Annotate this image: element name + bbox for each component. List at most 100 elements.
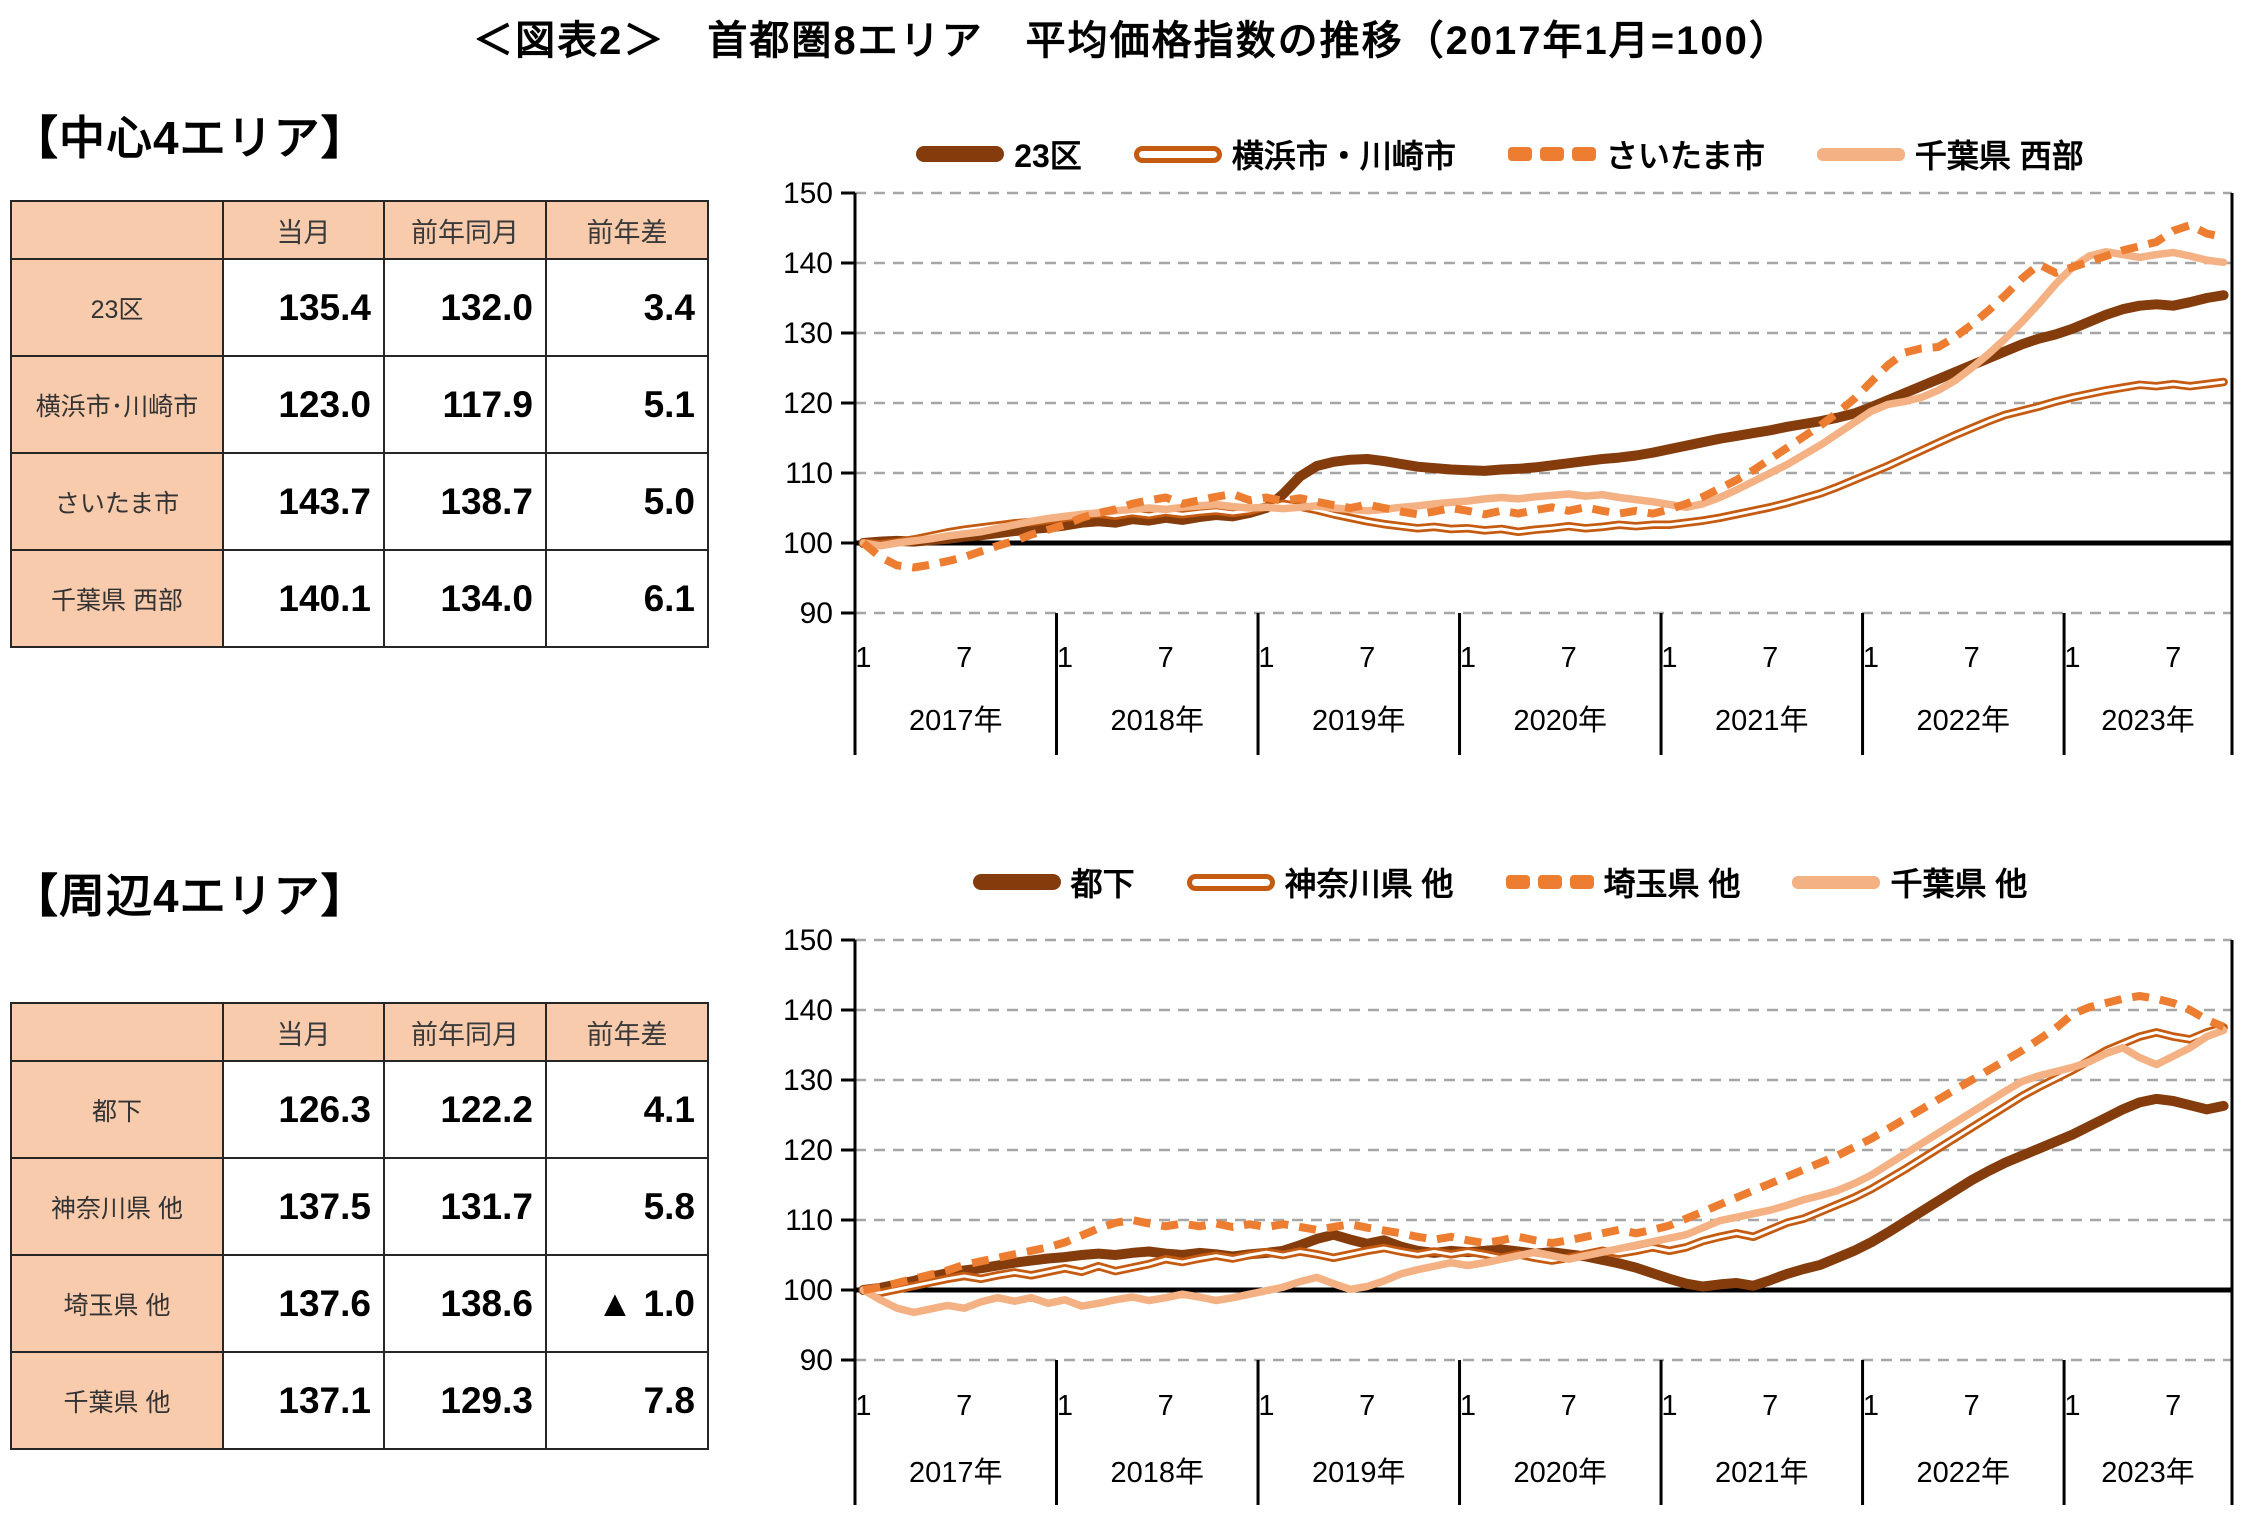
svg-text:120: 120 [783,387,833,420]
row-label: さいたま市 [10,452,224,551]
value-cell: 7.8 [545,1351,709,1450]
value-cell: 4.1 [545,1060,709,1159]
svg-text:2019年: 2019年 [1312,1456,1406,1489]
svg-text:7: 7 [1359,1390,1375,1422]
legend-item: 都下 [972,859,1135,905]
svg-text:150: 150 [783,177,833,210]
value-cell: 126.3 [222,1060,385,1159]
legend-line-chip [972,874,1061,890]
legend-line-chip [1507,147,1596,161]
table-row: 神奈川県 他 137.5 131.7 5.8 [10,1157,709,1256]
svg-text:1: 1 [1057,642,1073,674]
central-area-table: 当月 前年同月 前年差 23区 135.4 132.0 3.4 横浜市･川崎市 123.0 117… [10,200,709,648]
legend-label: 千葉県 西部 [1914,138,2084,174]
legend-label: 千葉県 他 [1890,866,2028,902]
legend-label: 横浜市・川崎市 [1231,138,1456,174]
column-header: 前年差 [545,1002,709,1062]
svg-text:1: 1 [855,1390,871,1422]
svg-text:1: 1 [1460,642,1476,674]
svg-text:110: 110 [785,1204,833,1237]
svg-text:7: 7 [2165,642,2181,674]
svg-text:2021年: 2021年 [1715,704,1809,737]
svg-text:2018年: 2018年 [1111,1456,1205,1489]
svg-text:140: 140 [783,994,833,1027]
svg-text:1: 1 [2064,1390,2080,1422]
value-cell: ▲ 1.0 [545,1254,709,1353]
value-cell: 137.5 [222,1157,385,1256]
legend-line-chip [1133,145,1222,163]
legend-item: さいたま市 [1507,131,1765,177]
value-cell: 138.6 [383,1254,547,1353]
table-corner-cell [10,1002,224,1062]
section-heading-surrounding: 【周辺4エリア】 [12,870,368,922]
table-row: 23区 135.4 132.0 3.4 [10,258,709,357]
svg-text:1: 1 [1661,642,1677,674]
value-cell: 131.7 [383,1157,547,1256]
value-cell: 135.4 [222,258,385,357]
svg-text:7: 7 [1762,1390,1778,1422]
legend-line-chip [1505,875,1594,889]
svg-text:7: 7 [2165,1390,2181,1422]
svg-text:7: 7 [1561,1390,1577,1422]
svg-text:130: 130 [783,317,833,350]
value-cell: 5.8 [545,1157,709,1256]
svg-text:2018年: 2018年 [1111,704,1205,737]
svg-text:1: 1 [1258,642,1274,674]
svg-text:2020年: 2020年 [1514,704,1608,737]
svg-text:1: 1 [1863,642,1879,674]
row-label: 千葉県 他 [10,1351,224,1450]
svg-text:130: 130 [783,1064,833,1097]
row-label: 都下 [10,1060,224,1159]
legend-line-chip [1816,147,1905,161]
svg-text:2021年: 2021年 [1715,1456,1809,1489]
legend-label: 神奈川県 他 [1284,866,1454,902]
svg-text:100: 100 [783,527,833,560]
legend-item: 千葉県 西部 [1816,131,2084,177]
table-corner-cell [10,200,224,260]
svg-text:100: 100 [783,1274,833,1307]
value-cell: 143.7 [222,452,385,551]
central-area-chart: 150 140 130 120 110 100 90 1 7 2017年 1 7 2018年 1 7 2019… [783,177,2234,755]
value-cell: 137.6 [222,1254,385,1353]
legend-label: 23区 [1014,138,1082,174]
value-cell: 5.0 [545,452,709,551]
table-row: 都下 126.3 122.2 4.1 [10,1060,709,1159]
legend-item: 埼玉県 他 [1505,859,1740,905]
table-header-row: 当月 前年同月 前年差 [10,200,709,260]
table-row: 横浜市･川崎市 123.0 117.9 5.1 [10,355,709,454]
svg-text:2020年: 2020年 [1514,1456,1608,1489]
svg-text:1: 1 [1258,1390,1274,1422]
legend-line-chip [916,146,1005,162]
column-header: 前年同月 [383,200,547,260]
value-cell: 134.0 [383,549,547,648]
svg-text:1: 1 [1661,1390,1677,1422]
value-cell: 117.9 [383,355,547,454]
svg-text:1: 1 [855,642,871,674]
central-chart-legend: 23区 横浜市・川崎市 さいたま市 千葉県 西部 [760,130,2240,178]
svg-text:7: 7 [1158,1390,1174,1422]
column-header: 前年同月 [383,1002,547,1062]
svg-text:110: 110 [785,457,833,490]
svg-text:7: 7 [956,642,972,674]
svg-text:120: 120 [783,1134,833,1167]
svg-text:1: 1 [1460,1390,1476,1422]
table-row: 埼玉県 他 137.6 138.6 ▲ 1.0 [10,1254,709,1353]
svg-text:2022年: 2022年 [1917,1456,2011,1489]
svg-text:90: 90 [800,1344,833,1377]
svg-text:2022年: 2022年 [1917,704,2011,737]
section-heading-central: 【中心4エリア】 [12,112,368,164]
surrounding-chart-legend: 都下 神奈川県 他 埼玉県 他 千葉県 他 [760,858,2240,906]
svg-text:7: 7 [1964,642,1980,674]
svg-text:7: 7 [956,1390,972,1422]
legend-line-chip [1186,873,1275,891]
row-label: 埼玉県 他 [10,1254,224,1353]
value-cell: 122.2 [383,1060,547,1159]
legend-item: 横浜市・川崎市 [1133,131,1456,177]
value-cell: 132.0 [383,258,547,357]
value-cell: 129.3 [383,1351,547,1450]
column-header: 当月 [222,1002,385,1062]
column-header: 当月 [222,200,385,260]
svg-text:1: 1 [1863,1390,1879,1422]
svg-text:90: 90 [800,597,833,630]
value-cell: 137.1 [222,1351,385,1450]
